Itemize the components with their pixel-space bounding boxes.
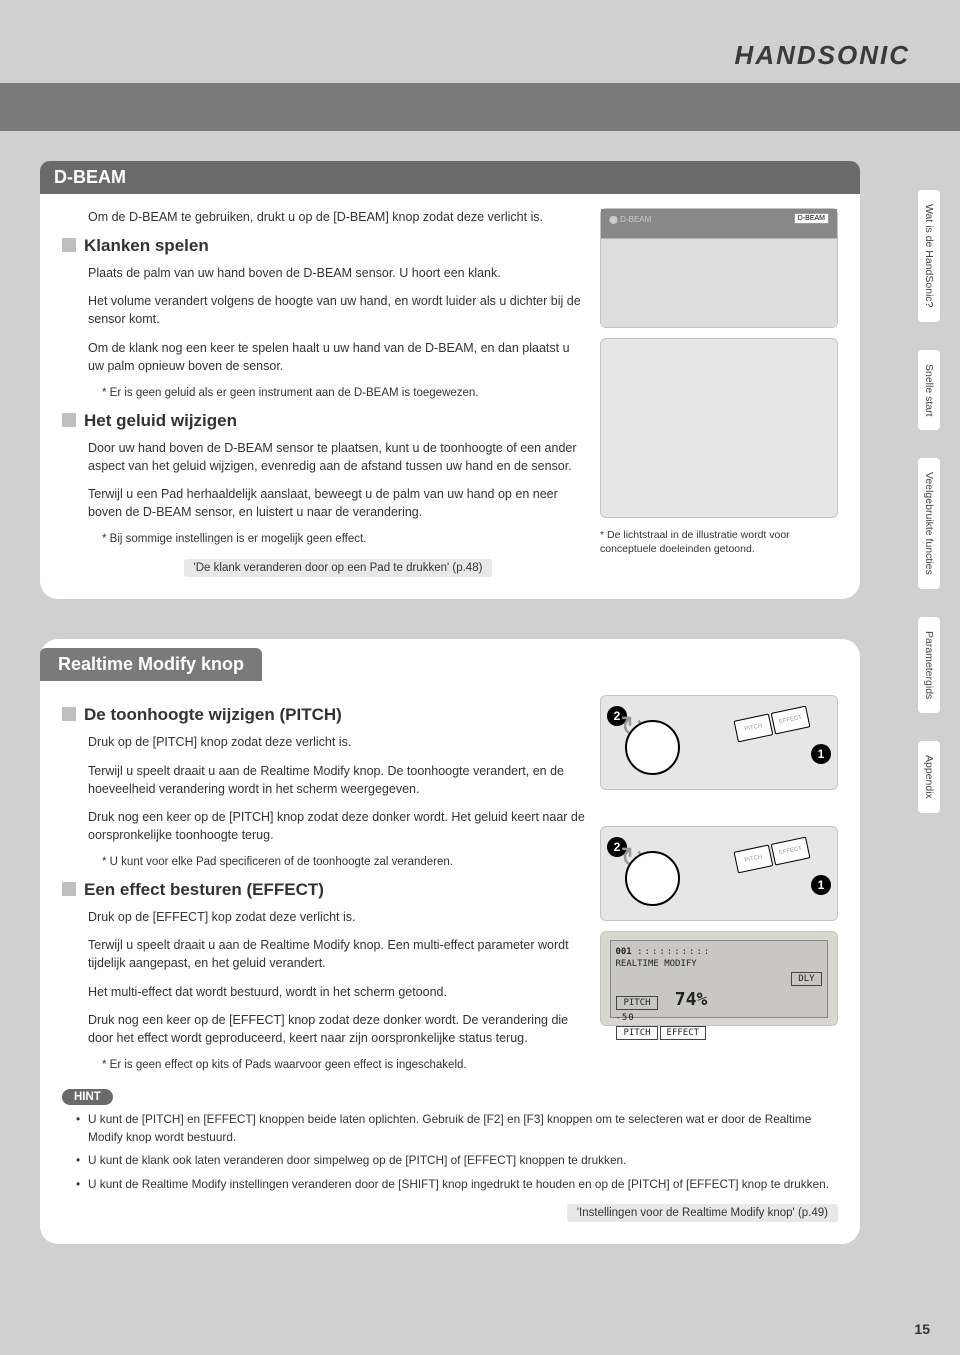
callout-1: 1 (811, 744, 831, 764)
dbeam-intro: Om de D-BEAM te gebruiken, drukt u op de… (88, 208, 588, 226)
pitch-btn-img2: PITCH (733, 845, 773, 874)
rtm-s2-p2: Terwijl u speelt draait u aan de Realtim… (88, 936, 588, 972)
rtm-s2-p3: Het multi-effect dat wordt bestuurd, wor… (88, 983, 588, 1001)
dbeam-section: D-BEAM Om de D-BEAM te gebruiken, drukt … (40, 161, 860, 599)
rtm-s1-p2: Terwijl u speelt draait u aan de Realtim… (88, 762, 588, 798)
dbeam-s2-p1: Door uw hand boven de D-BEAM sensor te p… (88, 439, 588, 475)
dbeam-btn-label: D-BEAM (794, 213, 829, 224)
dbeam-sub1-title: Klanken spelen (88, 236, 588, 256)
header-bar (0, 83, 960, 131)
dbeam-s2-p2: Terwijl u een Pad herhaaldelijk aanslaat… (88, 485, 588, 521)
dbeam-s2-note: Bij sommige instellingen is er mogelijk … (102, 531, 588, 547)
dbeam-s1-p1: Plaats de palm van uw hand boven de D-BE… (88, 264, 588, 282)
dbeam-sub2-title: Het geluid wijzigen (88, 411, 588, 431)
page-number: 15 (914, 1321, 930, 1337)
callout-1b: 1 (811, 875, 831, 895)
dbeam-s1-p3: Om de klank nog een keer te spelen haalt… (88, 339, 588, 375)
rtm-sub2-title: Een effect besturen (EFFECT) (88, 880, 588, 900)
rtm-s2-p4: Druk nog een keer op de [EFFECT] knop zo… (88, 1011, 588, 1047)
dbeam-caption: De lichtstraal in de illustratie wordt v… (600, 528, 838, 556)
rtm-ref: 'Instellingen voor de Realtime Modify kn… (567, 1204, 838, 1222)
hint-label: HINT (62, 1089, 113, 1105)
side-tabs: Wat is de HandSonic? Snelle start Veelge… (918, 190, 946, 841)
hint-item-2: U kunt de klank ook laten veranderen doo… (76, 1152, 838, 1170)
rtm-s1-note: U kunt voor elke Pad specificeren of de … (102, 854, 588, 870)
side-tab-5[interactable]: Appendix (918, 741, 940, 813)
rtm-header: Realtime Modify knop (40, 648, 262, 681)
dbeam-ref: 'De klank veranderen door op een Pad te … (184, 559, 493, 577)
rtm-sub1-title: De toonhoogte wijzigen (PITCH) (88, 705, 588, 725)
hint-item-3: U kunt de Realtime Modify instellingen v… (76, 1176, 838, 1194)
dbeam-image-1: ⬤ D-BEAM D-BEAM (600, 208, 838, 328)
rtm-s2-p1: Druk op de [EFFECT] kop zodat deze verli… (88, 908, 588, 926)
hint-item-1: U kunt de [PITCH] en [EFFECT] knoppen be… (76, 1111, 838, 1146)
dbeam-image-2 (600, 338, 838, 518)
side-tab-2[interactable]: Snelle start (918, 350, 940, 431)
rtm-s1-p1: Druk op de [PITCH] knop zodat deze verli… (88, 733, 588, 751)
pitch-knob-image: 2 ↻ PITCH EFFECT 1 (600, 695, 838, 790)
dbeam-s1-note: Er is geen geluid als er geen instrument… (102, 385, 588, 401)
effect-btn-img2: EFFECT (770, 837, 810, 866)
rtm-s2-note: Er is geen effect op kits of Pads waarvo… (102, 1057, 588, 1073)
effect-knob-image: 2 ↻ PITCH EFFECT 1 (600, 826, 838, 921)
lcd-image: 001 :::::::::: REALTIME MODIFY DLY PITCH… (600, 931, 838, 1026)
pitch-btn-img: PITCH (733, 714, 773, 743)
side-tab-1[interactable]: Wat is de HandSonic? (918, 190, 940, 322)
dbeam-s1-p2: Het volume verandert volgens de hoogte v… (88, 292, 588, 328)
effect-btn-img: EFFECT (770, 706, 810, 735)
brand-logo: HANDSONIC (40, 40, 930, 71)
rtm-s1-p3: Druk nog een keer op de [PITCH] knop zod… (88, 808, 588, 844)
side-tab-4[interactable]: Parametergids (918, 617, 940, 713)
side-tab-3[interactable]: Veelgebruikte functies (918, 458, 940, 589)
dbeam-header: D-BEAM (40, 161, 860, 194)
rtm-section: Realtime Modify knop De toonhoogte wijzi… (40, 639, 860, 1243)
